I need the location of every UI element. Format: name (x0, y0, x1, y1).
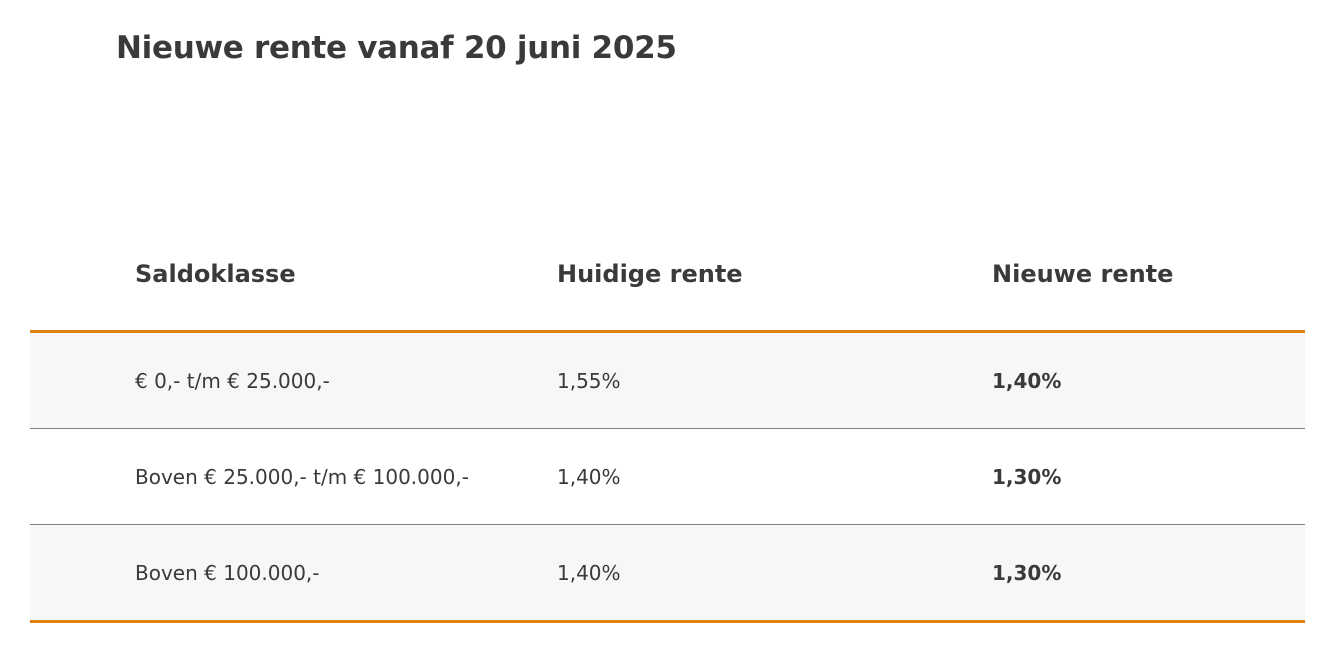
column-header-nieuwe-rente: Nieuwe rente (992, 260, 1174, 288)
saldoklasse-cell: Boven € 100.000,- (135, 560, 320, 585)
table-row: Boven € 25.000,- t/m € 100.000,- 1,40% 1… (30, 429, 1305, 525)
table-row: Boven € 100.000,- 1,40% 1,30% (30, 525, 1305, 623)
huidige-rente-cell: 1,40% (557, 560, 621, 585)
table-row: € 0,- t/m € 25.000,- 1,55% 1,40% (30, 333, 1305, 429)
saldoklasse-cell: Boven € 25.000,- t/m € 100.000,- (135, 464, 469, 489)
nieuwe-rente-cell: 1,40% (992, 368, 1062, 393)
column-header-saldoklasse: Saldoklasse (135, 260, 296, 288)
saldoklasse-cell: € 0,- t/m € 25.000,- (135, 368, 330, 393)
page-title: Nieuwe rente vanaf 20 juni 2025 (116, 30, 677, 66)
huidige-rente-cell: 1,55% (557, 368, 621, 393)
column-header-huidige-rente: Huidige rente (557, 260, 743, 288)
table-header: Saldoklasse Huidige rente Nieuwe rente (30, 240, 1305, 333)
interest-rate-table: Saldoklasse Huidige rente Nieuwe rente €… (30, 240, 1305, 623)
nieuwe-rente-cell: 1,30% (992, 560, 1062, 585)
nieuwe-rente-cell: 1,30% (992, 464, 1062, 489)
huidige-rente-cell: 1,40% (557, 464, 621, 489)
